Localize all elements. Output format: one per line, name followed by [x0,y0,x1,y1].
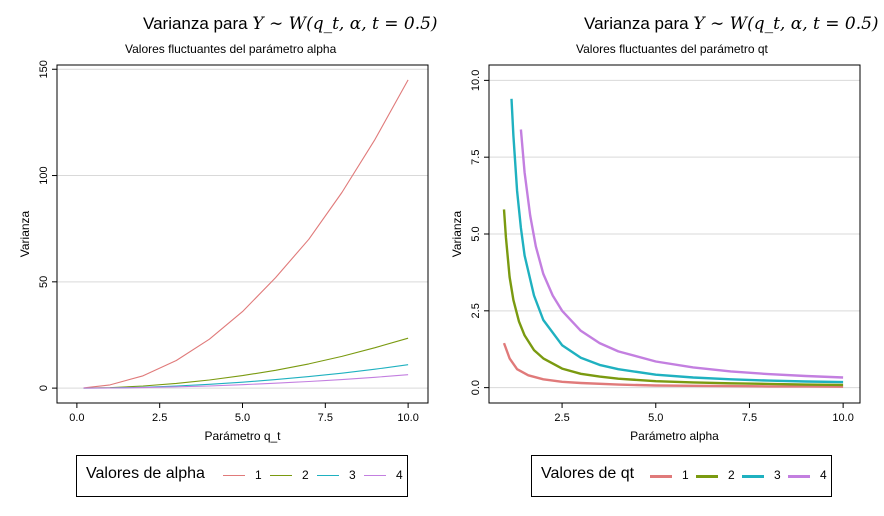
legend-key-right-2 [696,475,718,478]
chart-subtitle-left: Valores fluctuantes del parámetro alpha [125,42,337,56]
legend-label-left-4: 4 [396,468,403,482]
y-tick-label-right-0: 0.0 [470,380,482,395]
legend-label-right-2: 2 [728,468,735,482]
x-axis-label-left: Parámetro q_t [204,429,281,443]
legend-key-right-1 [650,475,672,478]
series-line-right-1 [502,342,844,388]
chart-title-left-prefix: Varianza para [143,14,248,33]
x-axis-label-right: Parámetro alpha [630,429,719,443]
y-tick-label-left-3: 150 [38,60,50,78]
x-tick-label-left-3: 7.5 [318,412,333,424]
chart-title-right-math: Y ∼ W(q_t, α, t = 0.5) [693,14,879,34]
x-tick-label-left-0: 0.0 [69,412,84,424]
x-tick-label-right-0: 2.5 [554,412,569,424]
chart-plot-right: 2.5 5.0 7.5 10.0 0.0 2.5 5.0 7.5 10.0 Parámetro a… [450,64,861,443]
x-tick-label-right-1: 5.0 [648,412,663,424]
legend-key-right-3 [742,475,764,478]
y-tick-label-right-3: 7.5 [470,150,482,165]
chart-title-right: Varianza para Y ∼ W(q_t, α, t = 0.5) [584,14,879,34]
chart-title-right-prefix: Varianza para [584,14,689,33]
legend-key-right-4 [788,475,810,478]
legend-label-left-2: 2 [302,468,309,482]
plot-border-left [56,64,429,404]
chart-title-left-math: Y ∼ W(q_t, α, t = 0.5) [252,14,438,34]
legend-label-right-3: 3 [774,468,781,482]
legend-label-left-1: 1 [255,468,262,482]
x-tick-label-left-1: 2.5 [152,412,167,424]
legend-label-left-3: 3 [349,468,356,482]
legend-label-right-4: 4 [820,468,827,482]
legend-title-right: Valores de qt [541,465,635,482]
legend-right: Valores de qt 1 2 3 4 [531,455,832,497]
y-tick-label-left-2: 100 [38,166,50,184]
legend-label-right-1: 1 [682,468,689,482]
y-tick-label-right-4: 10.0 [470,70,482,91]
y-axis-label-left: Varianza [18,210,32,257]
chart-panel-right: Varianza para Y ∼ W(q_t, α, t = 0.5) Val… [442,0,884,516]
y-tick-label-right-2: 5.0 [470,226,482,241]
x-tick-label-right-2: 7.5 [742,412,757,424]
chart-title-left: Varianza para Y ∼ W(q_t, α, t = 0.5) [143,14,438,34]
legend-key-left-1 [223,475,245,476]
chart-plot-left: 0.0 2.5 5.0 7.5 10.0 0 50 100 150 Parámetro q_t Va… [18,60,429,443]
series-line-right-4 [519,129,844,379]
series-line-left-2 [83,337,409,389]
legend-key-left-3 [317,475,339,476]
y-axis-label-right: Varianza [450,210,464,257]
series-line-left-4 [83,374,409,389]
legend-left: Valores de alpha 1 2 3 4 [76,455,408,497]
legend-key-left-2 [270,475,292,476]
y-tick-label-right-1: 2.5 [470,303,482,318]
series-line-right-2 [502,209,844,387]
chart-subtitle-right: Valores fluctuantes del parámetro qt [576,42,768,56]
x-tick-label-left-2: 5.0 [235,412,250,424]
chart-panel-left: Varianza para Y ∼ W(q_t, α, t = 0.5) Val… [18,14,438,497]
x-tick-label-right-3: 10.0 [832,412,853,424]
legend-key-left-4 [364,475,386,476]
x-tick-label-left-4: 10.0 [397,412,418,424]
series-line-right-3 [510,98,844,384]
y-tick-label-left-0: 0 [38,385,50,391]
legend-title-left: Valores de alpha [86,465,205,482]
series-line-left-1 [83,79,409,389]
y-tick-label-left-1: 50 [38,276,50,288]
